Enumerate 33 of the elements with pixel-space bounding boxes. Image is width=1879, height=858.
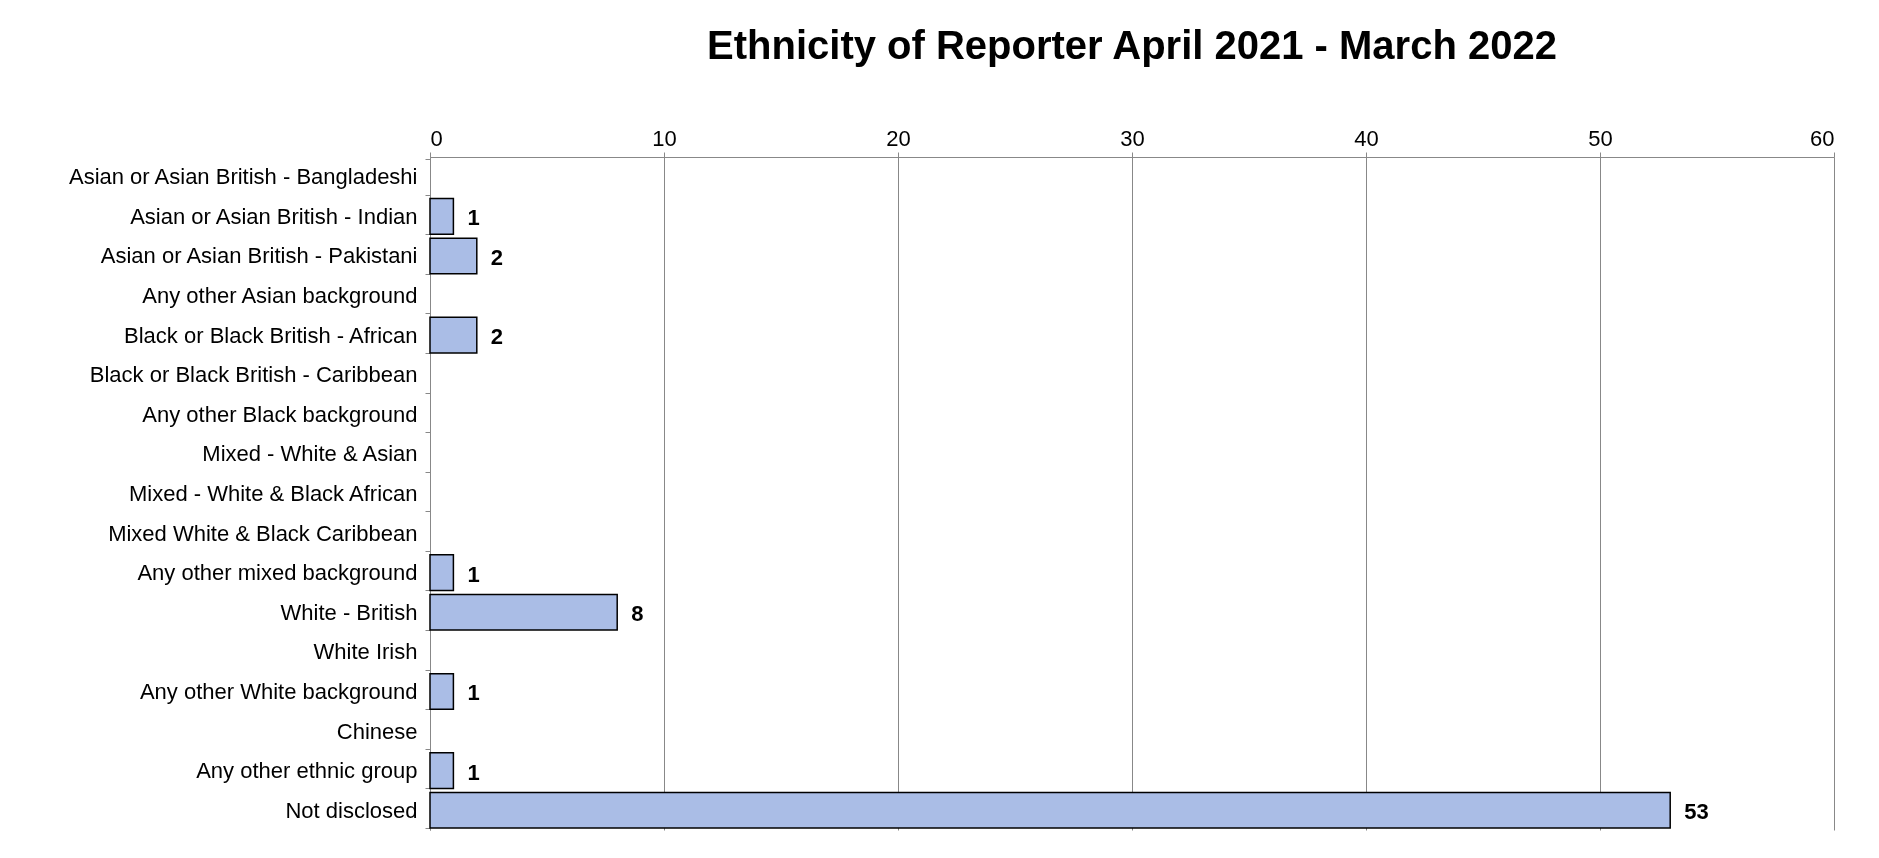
data-label: 8 bbox=[631, 601, 644, 627]
x-tick-label: 60 bbox=[1810, 125, 1835, 151]
data-label: 1 bbox=[467, 205, 480, 231]
y-tick-label: Not disclosed bbox=[285, 797, 418, 823]
y-tick-label: Asian or Asian British - Pakistani bbox=[100, 243, 418, 269]
x-tick-label: 30 bbox=[1120, 125, 1145, 151]
y-tick-label: White - British bbox=[280, 599, 418, 625]
y-tick-label: Mixed - White & Black African bbox=[128, 481, 418, 506]
y-tick-label: Asian or Asian British - Bangladeshi bbox=[68, 164, 418, 190]
y-tick-label: Asian or Asian British - Indian bbox=[130, 203, 418, 229]
chart-title: Ethnicity of Reporter April 2021 - March 2022 bbox=[707, 23, 1557, 67]
x-tick-label: 20 bbox=[886, 125, 911, 151]
y-tick-label: Any other Asian background bbox=[142, 283, 418, 309]
data-label: 53 bbox=[1684, 799, 1709, 825]
y-tick-label: Mixed White & Black Caribbean bbox=[108, 520, 418, 546]
y-tick-label: White Irish bbox=[313, 639, 418, 665]
y-tick-label: Any other ethnic group bbox=[196, 758, 418, 784]
data-label: 1 bbox=[467, 561, 480, 587]
data-label: 2 bbox=[490, 244, 504, 270]
y-tick-label: Black or Black British - African bbox=[124, 322, 418, 348]
y-tick-label: Mixed - White & Asian bbox=[202, 441, 418, 467]
x-tick-label: 0 bbox=[430, 125, 443, 151]
y-tick-label: Any other Black background bbox=[142, 401, 418, 427]
x-tick-label: 10 bbox=[652, 125, 677, 151]
x-tick-label: 50 bbox=[1588, 125, 1613, 151]
data-label: 2 bbox=[490, 324, 504, 350]
y-tick-label: Chinese bbox=[336, 718, 418, 744]
y-tick-label: Black or Black British - Caribbean bbox=[89, 362, 418, 388]
y-tick-label: Any other mixed background bbox=[137, 560, 418, 586]
y-tick-label: Any other White background bbox=[139, 678, 418, 704]
data-label: 1 bbox=[467, 759, 480, 785]
data-label: 1 bbox=[467, 680, 480, 706]
x-tick-label: 40 bbox=[1354, 125, 1379, 151]
